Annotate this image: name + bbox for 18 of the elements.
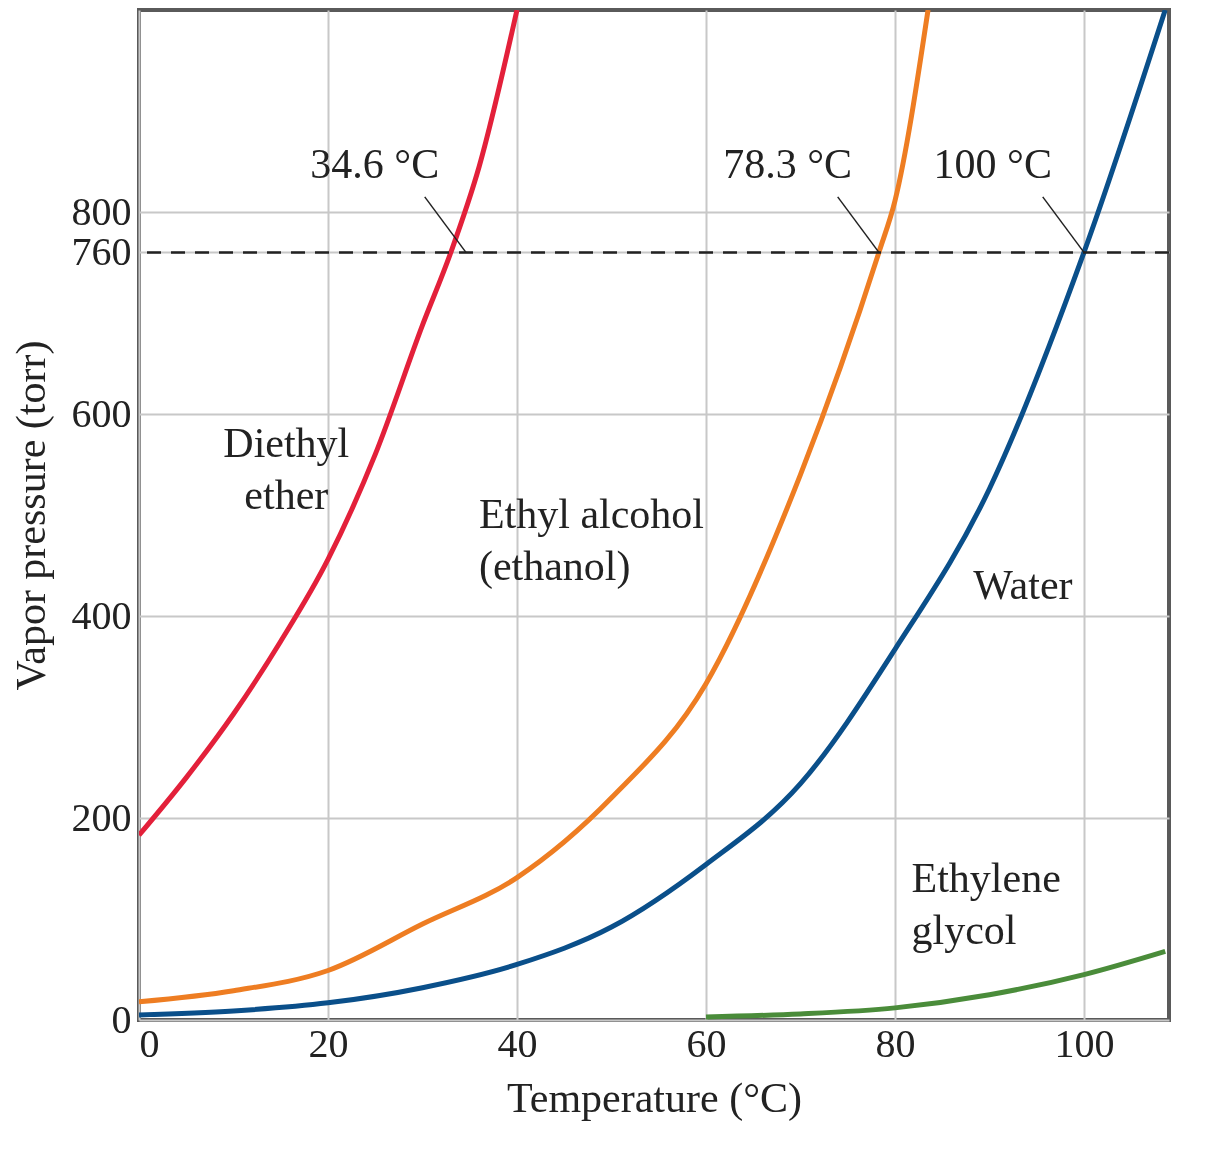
x-tick-label: 100 [1054, 1020, 1115, 1066]
x-tick-label: 0 [139, 1020, 160, 1066]
y-tick-label: 600 [71, 390, 132, 436]
annotation: 78.3 °C [723, 140, 853, 187]
y-tick-label: 200 [71, 794, 132, 840]
series-label: Diethyl ether [223, 420, 350, 519]
annotation: 100 °C [933, 140, 1052, 187]
y-tick-label: 400 [71, 592, 132, 638]
x-axis-title: Temperature (°C) [507, 1074, 802, 1122]
y-axis-title: Vapor pressure (torr) [7, 340, 55, 691]
x-tick-label: 80 [875, 1020, 916, 1066]
x-tick-label: 40 [497, 1020, 538, 1066]
annotation: 34.6 °C [310, 140, 440, 187]
x-tick-label: 60 [686, 1020, 727, 1066]
series-label: Ethyl alcohol (ethanol) [478, 491, 705, 590]
series-label: Ethylene glycol [911, 854, 1061, 953]
series-label: Water [973, 561, 1073, 608]
x-tick-label: 20 [308, 1020, 349, 1066]
